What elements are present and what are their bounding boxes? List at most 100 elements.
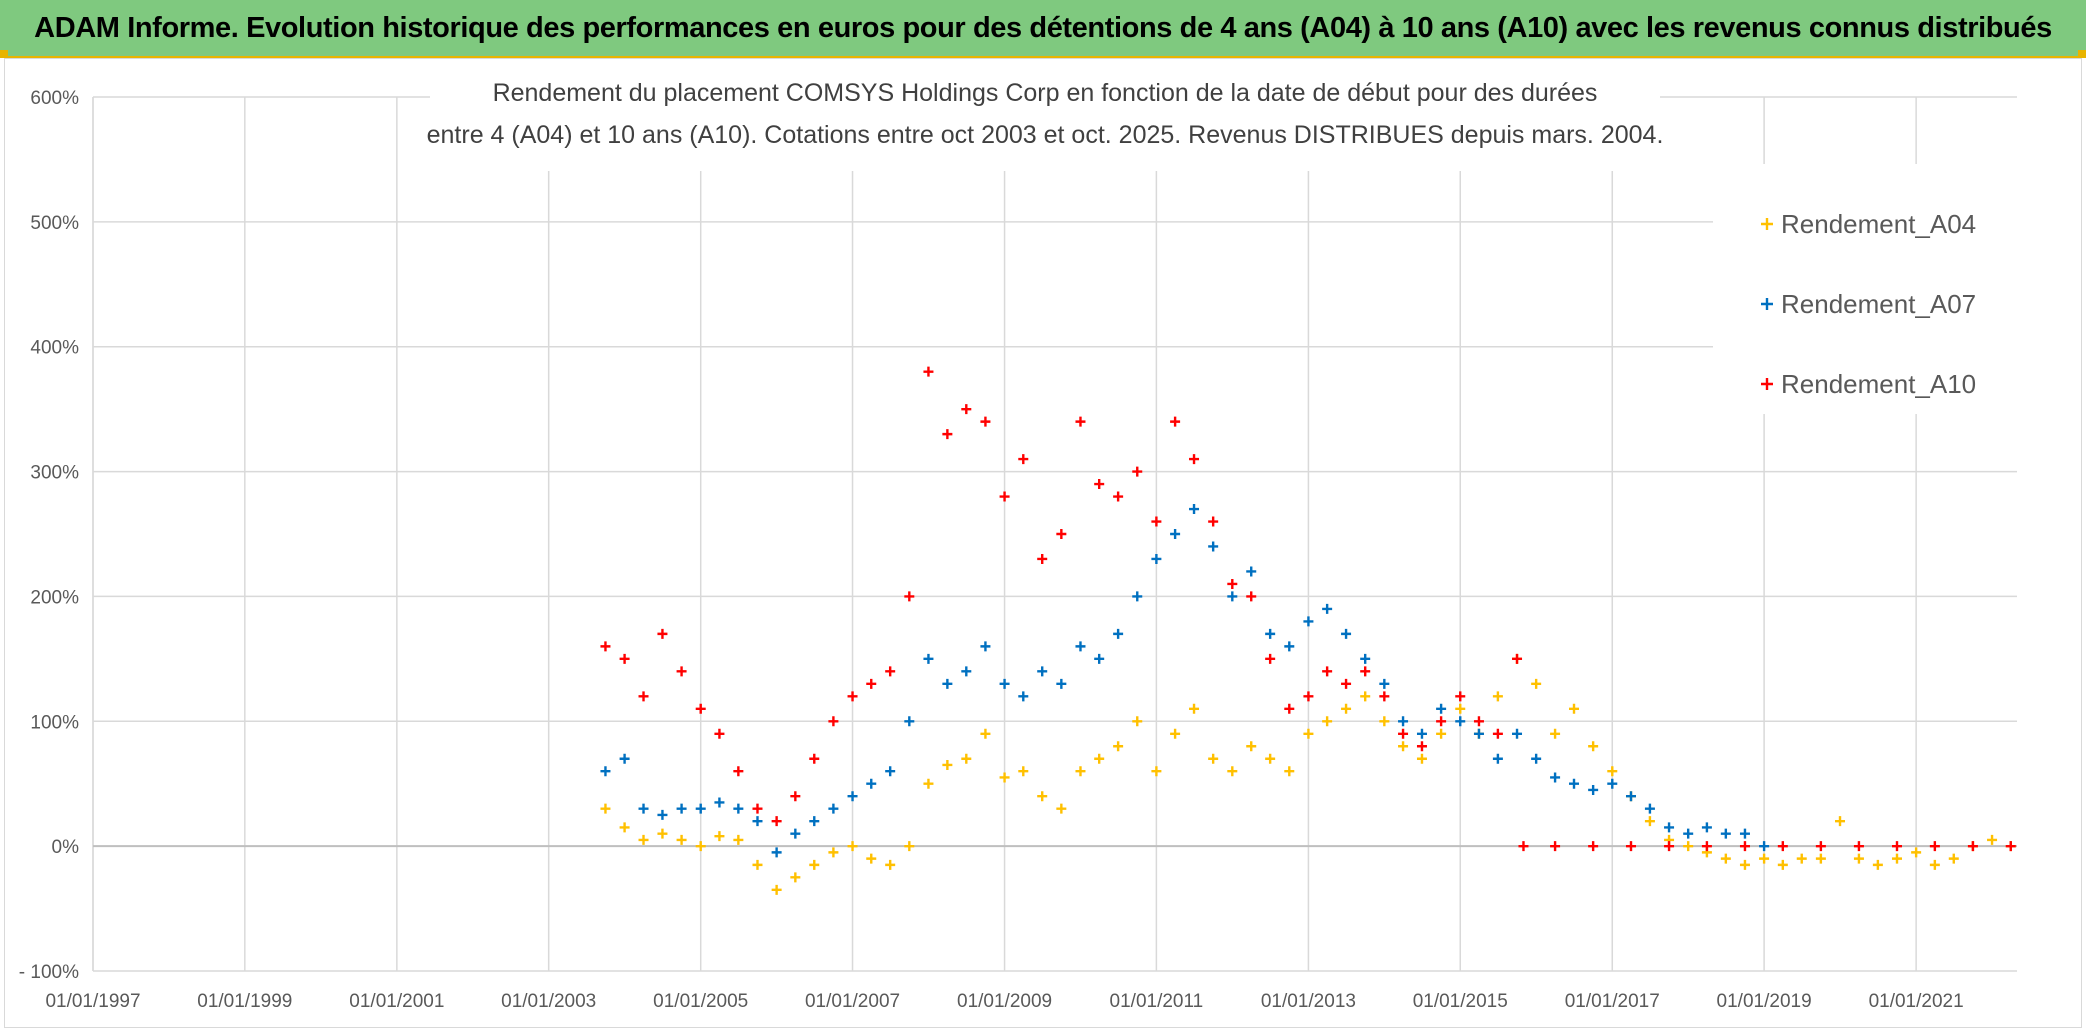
data-point xyxy=(1379,691,1390,702)
data-point xyxy=(1550,841,1561,852)
data-point xyxy=(1265,753,1276,764)
data-point xyxy=(1113,491,1124,502)
data-point xyxy=(600,641,611,652)
y-tick-label: 500% xyxy=(30,213,79,234)
data-point xyxy=(1227,578,1238,589)
x-tick-label: 01/01/1999 xyxy=(197,991,292,1012)
data-point xyxy=(1056,678,1067,689)
data-point xyxy=(923,778,934,789)
data-point xyxy=(657,809,668,820)
data-point xyxy=(1872,859,1883,870)
data-point xyxy=(885,666,896,677)
data-point xyxy=(1644,816,1655,827)
data-point xyxy=(1322,666,1333,677)
data-point xyxy=(1512,653,1523,664)
data-point xyxy=(1911,847,1922,858)
data-point xyxy=(733,803,744,814)
data-point xyxy=(1739,859,1750,870)
data-point xyxy=(1664,822,1675,833)
data-point xyxy=(1701,841,1712,852)
data-point xyxy=(1151,553,1162,564)
data-point xyxy=(752,816,763,827)
data-point xyxy=(1284,641,1295,652)
corner-accent-left xyxy=(0,50,8,58)
corner-accent-right xyxy=(2078,50,2086,58)
data-point xyxy=(1416,728,1427,739)
data-point xyxy=(790,872,801,883)
data-point xyxy=(1739,828,1750,839)
data-point xyxy=(657,828,668,839)
data-point xyxy=(828,803,839,814)
data-point xyxy=(1303,616,1314,627)
data-point xyxy=(866,778,877,789)
data-point xyxy=(1455,703,1466,714)
data-point xyxy=(1796,853,1807,864)
x-tick-label: 01/01/2003 xyxy=(501,991,596,1012)
data-point xyxy=(1037,553,1048,564)
legend-label: Rendement_A10 xyxy=(1781,369,1976,399)
data-point xyxy=(1929,859,1940,870)
data-point xyxy=(1170,416,1181,427)
data-point xyxy=(1075,641,1086,652)
legend-label: Rendement_A04 xyxy=(1781,209,1976,239)
data-point xyxy=(695,703,706,714)
data-point xyxy=(1683,828,1694,839)
data-point xyxy=(1492,691,1503,702)
data-point xyxy=(1492,753,1503,764)
data-point xyxy=(1018,454,1029,465)
y-tick-label: 300% xyxy=(30,463,79,484)
data-point xyxy=(847,691,858,702)
data-point xyxy=(1455,716,1466,727)
data-point xyxy=(1967,841,1978,852)
x-tick-label: 01/01/2017 xyxy=(1565,991,1660,1012)
x-tick-label: 01/01/2005 xyxy=(653,991,748,1012)
data-point xyxy=(771,816,782,827)
chart-frame: - 100% 0% 100% 200% 300% 400% 500% 600% 01/01/19… xyxy=(4,58,2082,1028)
data-point xyxy=(999,491,1010,502)
data-point xyxy=(1892,841,1902,852)
data-point xyxy=(790,791,801,802)
data-point xyxy=(1531,678,1542,689)
report-banner: ADAM Informe. Evolution historique des p… xyxy=(0,0,2086,58)
data-point xyxy=(1265,628,1276,639)
data-point xyxy=(923,653,934,664)
data-point xyxy=(676,834,687,845)
data-point xyxy=(999,772,1010,783)
data-point xyxy=(1094,479,1105,490)
data-point xyxy=(1056,803,1067,814)
x-tick-label: 01/01/2001 xyxy=(349,991,444,1012)
title-backdrop xyxy=(430,61,1660,171)
data-point xyxy=(733,766,744,777)
data-point xyxy=(1455,691,1466,702)
data-point xyxy=(1644,803,1655,814)
data-point xyxy=(1284,766,1295,777)
data-point xyxy=(1473,728,1484,739)
chart-title-line2: entre 4 (A04) et 10 ans (A10). Cotations… xyxy=(427,121,1664,149)
data-point xyxy=(1246,591,1257,602)
data-point xyxy=(600,803,611,814)
data-point xyxy=(1265,653,1276,664)
data-point xyxy=(1492,728,1503,739)
data-point xyxy=(1037,666,1048,677)
y-tick-label: 0% xyxy=(52,837,80,858)
data-point xyxy=(1037,791,1048,802)
scatter-chart: - 100% 0% 100% 200% 300% 400% 500% 600% 01/01/19… xyxy=(19,61,2023,1012)
data-point xyxy=(828,847,839,858)
data-point xyxy=(961,404,972,415)
data-point xyxy=(619,753,630,764)
data-point xyxy=(1815,841,1826,852)
legend-marker xyxy=(1761,218,1773,230)
data-point xyxy=(923,366,934,377)
data-point xyxy=(790,828,801,839)
legend-label: Rendement_A07 xyxy=(1781,289,1976,319)
data-point xyxy=(1720,853,1731,864)
data-point xyxy=(1151,766,1162,777)
data-point xyxy=(1227,766,1238,777)
axis-labels: - 100% 0% 100% 200% 300% 400% 500% 600% 01/01/19… xyxy=(19,88,1964,1012)
data-point xyxy=(1322,603,1333,614)
data-point xyxy=(904,591,915,602)
data-point xyxy=(1473,716,1484,727)
data-point xyxy=(1436,703,1447,714)
data-point xyxy=(1132,716,1143,727)
data-point xyxy=(1303,728,1314,739)
